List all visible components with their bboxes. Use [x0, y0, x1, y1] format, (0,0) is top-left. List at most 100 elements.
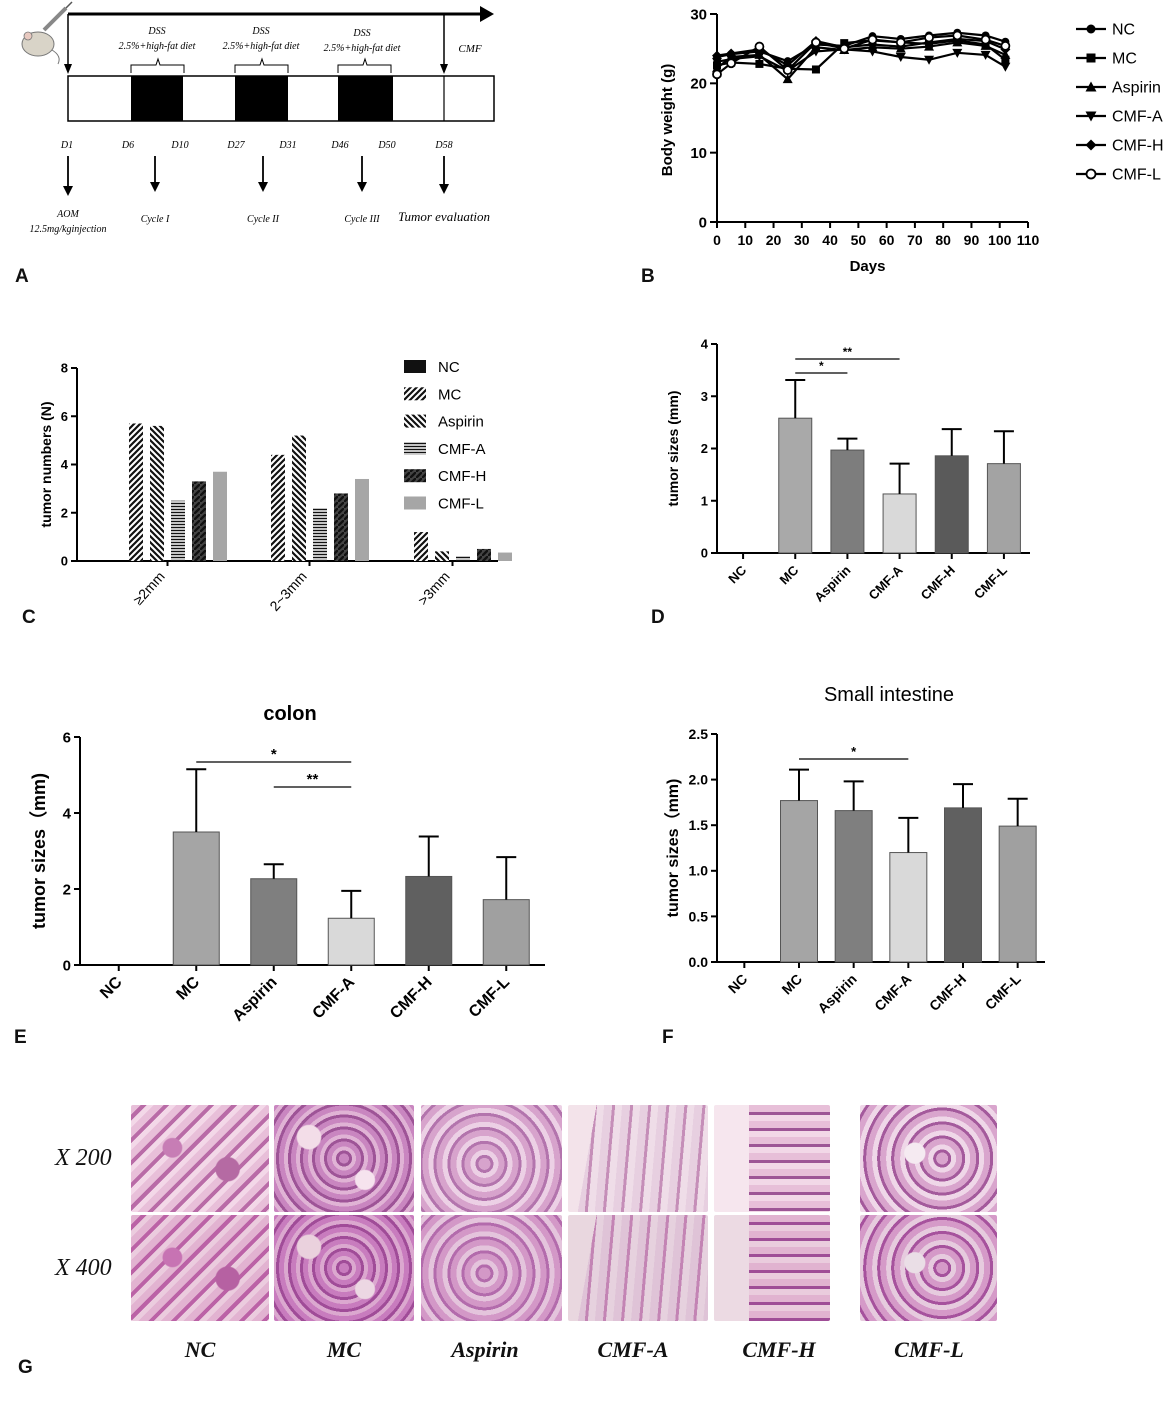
x-tick-label: CMF-H	[387, 974, 435, 1022]
significance-marker: **	[843, 345, 853, 359]
data-point	[924, 55, 935, 65]
x-tick-label: Aspirin	[230, 974, 281, 1025]
legend-label: MC	[438, 386, 461, 403]
x-tick-label: 20	[766, 232, 782, 248]
small-intestine-tumor-sizes-bar-chart: Small intestine 0.0 0.5 1.0 1.5 2.0 2.5 tumor s…	[664, 684, 1045, 1016]
y-tick-label: 8	[61, 361, 68, 376]
bar	[830, 449, 865, 554]
event-label: Cycle I	[141, 214, 170, 225]
series-line	[716, 41, 1006, 81]
series-line	[716, 48, 1006, 73]
y-axis-label: Body weight (g)	[659, 64, 676, 177]
x-tick-label: CMF-L	[982, 970, 1024, 1012]
legend-item: CMF-A	[1076, 109, 1163, 126]
data-point	[754, 52, 765, 62]
data-point	[1000, 62, 1011, 72]
legend-item: MC	[404, 386, 461, 403]
day-label: D1	[60, 140, 73, 151]
data-point	[712, 50, 722, 61]
legend-swatch	[404, 496, 426, 510]
data-point	[726, 58, 737, 69]
histology-image	[131, 1215, 269, 1321]
data-point	[895, 37, 906, 48]
chart-title: colon	[263, 703, 316, 725]
bar	[482, 899, 530, 966]
x-tick-label: 90	[964, 232, 980, 248]
legend-item: CMF-A	[404, 441, 486, 458]
legend-label: CMF-H	[1112, 138, 1164, 155]
y-tick-label: 1	[701, 493, 708, 508]
data-point	[712, 57, 722, 67]
x-axis-label: Days	[850, 258, 886, 275]
body-weight-line-chart: 0 10 20 30 0 10 20 30 40 50 60 70 80 90 100 110 Days Body…	[659, 6, 1164, 275]
day-label: D46	[330, 140, 348, 151]
bar	[778, 417, 813, 554]
data-point	[811, 37, 821, 48]
svg-text:DSS: DSS	[251, 26, 269, 37]
bar	[944, 807, 982, 963]
legend-label: NC	[438, 359, 460, 376]
mouse-icon	[21, 31, 60, 65]
bar	[172, 831, 220, 966]
data-point	[1085, 139, 1097, 151]
x-tick-label: NC	[725, 562, 749, 586]
histology-image	[274, 1105, 414, 1212]
svg-text:2.5%+high-fat diet: 2.5%+high-fat diet	[119, 41, 196, 52]
x-tick-label: CMF-H	[918, 563, 958, 603]
y-tick-label: 0	[699, 214, 707, 231]
data-point	[895, 52, 906, 62]
legend-label: Aspirin	[438, 414, 484, 431]
x-tick-label: 100	[988, 232, 1012, 248]
data-point	[712, 69, 722, 80]
data-point	[1086, 53, 1096, 63]
legend-item: NC	[1076, 22, 1135, 39]
x-tick-label: CMF-H	[926, 971, 969, 1014]
bar	[780, 800, 818, 963]
x-tick-label: Aspirin	[811, 562, 853, 604]
legend-swatch	[404, 414, 426, 428]
x-tick-label: MC	[173, 973, 203, 1003]
group-label: Aspirin	[451, 1337, 519, 1362]
phase-label: DSS 2.5%+high-fat diet	[324, 28, 401, 54]
x-tick-label: 110	[1017, 232, 1040, 248]
bar	[998, 825, 1037, 963]
y-tick-label: 4	[63, 805, 72, 822]
group-label: CMF-H	[742, 1337, 816, 1362]
bar	[271, 454, 285, 561]
bar	[498, 552, 512, 561]
bar	[882, 493, 917, 554]
bar	[477, 548, 491, 561]
x-tick-label: >3mm	[415, 568, 453, 608]
bar	[292, 435, 306, 561]
x-tick-label: 30	[794, 232, 810, 248]
legend-swatch	[404, 469, 426, 483]
x-tick-label: 40	[822, 232, 838, 248]
bar	[834, 810, 873, 963]
data-point	[811, 65, 820, 74]
legend-label: CMF-L	[1112, 167, 1161, 184]
data-point	[980, 34, 991, 45]
bar	[192, 481, 206, 561]
data-point	[839, 43, 850, 54]
dss-cycle-block	[235, 76, 288, 121]
day-label: D10	[170, 140, 188, 151]
bar	[435, 551, 449, 561]
x-tick-label: CMF-L	[466, 974, 513, 1021]
panel-label-f: F	[662, 1027, 674, 1048]
histology-image	[568, 1105, 708, 1212]
data-point	[1086, 24, 1096, 34]
data-point	[1000, 49, 1011, 59]
data-point	[980, 50, 991, 60]
magnification-label: X 400	[55, 1255, 112, 1281]
panel-label-a: A	[15, 266, 29, 287]
arrow-end-label: CMF	[458, 43, 482, 55]
histology-image	[421, 1105, 562, 1212]
data-point	[726, 48, 737, 59]
legend-swatch	[404, 387, 426, 401]
histology-image	[274, 1215, 414, 1321]
data-point	[952, 48, 963, 58]
event-label: Tumor evaluation	[398, 209, 490, 224]
bar	[213, 471, 227, 561]
data-point	[1001, 55, 1010, 64]
histology-image	[131, 1105, 269, 1212]
